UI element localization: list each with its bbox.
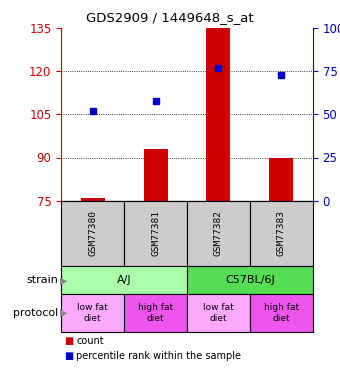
Text: strain: strain	[26, 275, 58, 285]
Text: count: count	[76, 336, 104, 346]
Text: percentile rank within the sample: percentile rank within the sample	[76, 351, 241, 361]
Text: low fat
diet: low fat diet	[77, 303, 108, 323]
Text: ■: ■	[65, 336, 74, 346]
Bar	[206, 28, 231, 201]
Text: protocol: protocol	[13, 308, 58, 318]
Text: ▶: ▶	[59, 275, 67, 285]
Text: GSM77381: GSM77381	[151, 210, 160, 256]
Text: GSM77380: GSM77380	[88, 210, 97, 256]
Text: A/J: A/J	[117, 275, 132, 285]
Text: high fat
diet: high fat diet	[138, 303, 173, 323]
Text: ■: ■	[65, 351, 74, 361]
Text: GDS2909 / 1449648_s_at: GDS2909 / 1449648_s_at	[86, 11, 254, 24]
Bar	[269, 158, 293, 201]
Text: C57BL/6J: C57BL/6J	[225, 275, 275, 285]
Text: GSM77383: GSM77383	[277, 210, 286, 256]
Text: high fat
diet: high fat diet	[264, 303, 299, 323]
Text: ▶: ▶	[59, 308, 67, 318]
Text: low fat
diet: low fat diet	[203, 303, 234, 323]
Bar	[81, 198, 105, 201]
Bar	[143, 149, 168, 201]
Text: GSM77382: GSM77382	[214, 210, 223, 256]
